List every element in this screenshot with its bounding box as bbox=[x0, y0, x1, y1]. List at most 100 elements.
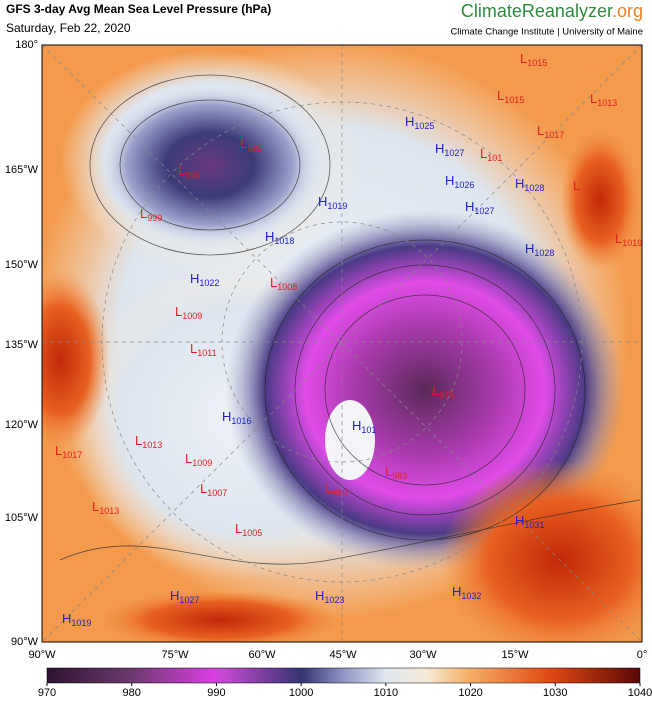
center-letter: H bbox=[170, 588, 179, 603]
center-value: 101 bbox=[487, 153, 502, 163]
center-value: 1028 bbox=[534, 248, 554, 258]
colorbar-label: 990 bbox=[207, 687, 225, 699]
center-letter: L bbox=[190, 341, 197, 356]
lon-label: 30°W bbox=[409, 649, 437, 661]
pressure-center: H1031 bbox=[515, 513, 544, 530]
center-letter: L bbox=[175, 304, 182, 319]
pressure-center: L1017 bbox=[55, 443, 82, 460]
lon-label: 90°W bbox=[28, 649, 56, 661]
center-letter: L bbox=[185, 451, 192, 466]
center-letter: H bbox=[190, 271, 199, 286]
pressure-center: L990 bbox=[325, 481, 347, 498]
center-value: 1032 bbox=[461, 591, 481, 601]
center-value: 1027 bbox=[444, 148, 464, 158]
center-letter: H bbox=[452, 584, 461, 599]
pressure-center: H1022 bbox=[190, 271, 219, 288]
center-letter: L bbox=[270, 275, 277, 290]
lon-label: 15°W bbox=[501, 649, 529, 661]
center-letter: H bbox=[222, 409, 231, 424]
center-value: 1008 bbox=[277, 282, 297, 292]
center-letter: L bbox=[92, 499, 99, 514]
center-value: 1019 bbox=[71, 618, 91, 628]
center-letter: L bbox=[55, 443, 62, 458]
center-letter: H bbox=[318, 194, 327, 209]
pressure-center: L1011 bbox=[190, 341, 217, 358]
center-letter: H bbox=[62, 611, 71, 626]
map-frame bbox=[41, 44, 643, 643]
center-value: 1005 bbox=[242, 528, 262, 538]
center-value: 1011 bbox=[197, 348, 216, 358]
pressure-center: L992 bbox=[240, 136, 262, 153]
pressure-center: H101 bbox=[352, 418, 376, 435]
center-value: 1009 bbox=[192, 458, 212, 468]
brand-suffix: .org bbox=[612, 1, 643, 21]
pressure-center: L983 bbox=[385, 464, 407, 481]
lon-label: 60°W bbox=[248, 649, 276, 661]
center-letter: L bbox=[385, 464, 392, 479]
colorbar-label: 1030 bbox=[543, 687, 567, 699]
colorbar bbox=[46, 667, 641, 684]
center-value: 992 bbox=[247, 143, 262, 153]
dynamic: 180° 165°W 150°W 135°W 120°W 105°W 90°W90°W 75°… bbox=[5, 39, 652, 699]
center-value: 1015 bbox=[527, 58, 547, 68]
center-value: 1015 bbox=[504, 95, 524, 105]
center-letter: L bbox=[240, 136, 247, 151]
colorbar-label: 970 bbox=[38, 687, 56, 699]
center-value: 1013 bbox=[99, 506, 119, 516]
center-letter: H bbox=[515, 513, 524, 528]
center-letter: L bbox=[140, 206, 147, 221]
lon-label: 45°W bbox=[329, 649, 357, 661]
pressure-center: L996 bbox=[178, 163, 200, 180]
center-value: 1017 bbox=[544, 130, 564, 140]
lat-label: 120°W bbox=[5, 419, 39, 431]
colorbar-label: 980 bbox=[123, 687, 141, 699]
pressure-center: L1007 bbox=[200, 481, 227, 498]
pressure-center: H1027 bbox=[170, 588, 199, 605]
center-value: 983 bbox=[392, 471, 407, 481]
title: GFS 3-day Avg Mean Sea Level Pressure (h… bbox=[6, 2, 271, 16]
pressure-center: H1019 bbox=[62, 611, 91, 628]
pressure-center: H1032 bbox=[452, 584, 481, 601]
pressure-center: H1023 bbox=[315, 588, 344, 605]
pressure-center: L1017 bbox=[537, 123, 564, 140]
center-value: 1013 bbox=[597, 98, 617, 108]
center-value: 1026 bbox=[454, 180, 474, 190]
center-letter: H bbox=[515, 176, 524, 191]
center-letter: L bbox=[615, 231, 622, 246]
center-value: 999 bbox=[147, 213, 162, 223]
pressure-center: L1013 bbox=[135, 433, 162, 450]
center-letter: L bbox=[497, 88, 504, 103]
colorbar-label: 1040 bbox=[628, 687, 652, 699]
lon-label: 0° bbox=[637, 649, 648, 661]
center-value: 1019 bbox=[622, 238, 642, 248]
colorbar-label: 1000 bbox=[289, 687, 313, 699]
center-letter: H bbox=[265, 229, 274, 244]
subtitle: Saturday, Feb 22, 2020 bbox=[6, 21, 131, 35]
center-letter: H bbox=[445, 173, 454, 188]
center-value: 996 bbox=[185, 170, 200, 180]
center-letter: L bbox=[573, 178, 580, 193]
pressure-center: L999 bbox=[140, 206, 162, 223]
center-value: 1027 bbox=[474, 206, 494, 216]
lat-label: 180° bbox=[15, 39, 38, 51]
pressure-center: L1009 bbox=[175, 304, 202, 321]
center-letter: H bbox=[315, 588, 324, 603]
center-letter: H bbox=[405, 114, 414, 129]
center-letter: L bbox=[235, 521, 242, 536]
center-value: 1019 bbox=[327, 201, 347, 211]
pressure-center: H1016 bbox=[222, 409, 251, 426]
colorbar-label: 1020 bbox=[458, 687, 482, 699]
center-value: 1013 bbox=[142, 440, 162, 450]
center-letter: H bbox=[525, 241, 534, 256]
center-value: 990 bbox=[332, 488, 347, 498]
brand-sub: Climate Change Institute | University of… bbox=[450, 27, 643, 38]
center-letter: L bbox=[520, 51, 527, 66]
colorbar-label: 1010 bbox=[374, 687, 398, 699]
pressure-center: H1027 bbox=[435, 141, 464, 158]
center-value: 1016 bbox=[231, 416, 251, 426]
brand: ClimateReanalyzer.org bbox=[461, 1, 643, 21]
pressure-center: L101 bbox=[480, 146, 502, 163]
pressure-center: H1027 bbox=[465, 199, 494, 216]
center-value: 1017 bbox=[62, 450, 82, 460]
